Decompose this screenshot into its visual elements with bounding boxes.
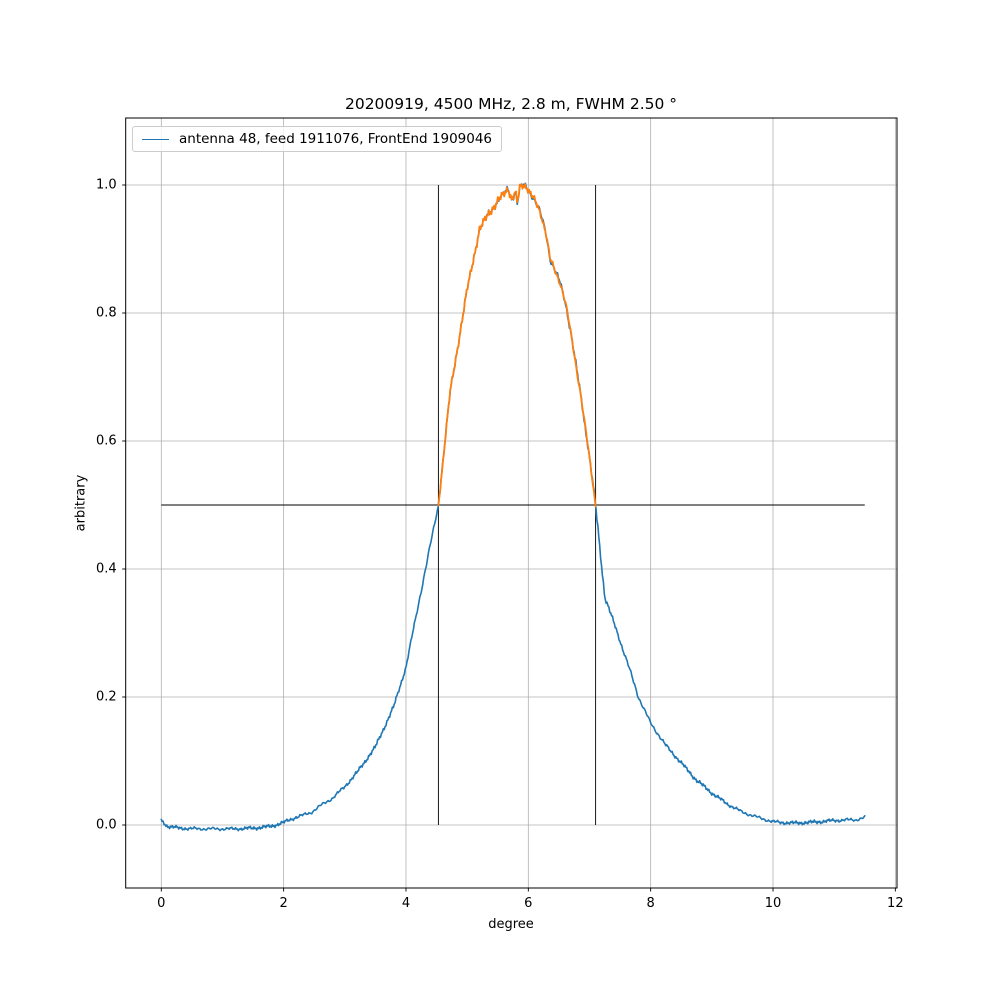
y-tick-label: 1.0 bbox=[96, 177, 117, 193]
x-tick-label: 2 bbox=[279, 896, 288, 911]
y-tick-label: 0.0 bbox=[96, 817, 117, 833]
x-tick-label: 4 bbox=[401, 896, 411, 911]
legend-line-sample bbox=[142, 138, 169, 140]
x-tick-label: 8 bbox=[646, 896, 655, 911]
axes-frame bbox=[125, 117, 898, 889]
beam-profile-above-half-power bbox=[437, 183, 597, 508]
y-tick-label: 0.6 bbox=[96, 433, 117, 449]
y-axis-label: arbitrary bbox=[73, 474, 89, 532]
x-tick-label: 6 bbox=[524, 896, 533, 911]
beam-profile-curve bbox=[160, 182, 866, 832]
x-tick-label: 12 bbox=[887, 896, 904, 911]
x-tick-label: 10 bbox=[764, 896, 782, 911]
x-tick-label: 0 bbox=[157, 896, 166, 911]
y-tick-label: 0.2 bbox=[96, 689, 117, 705]
legend-label: antenna 48, feed 1911076, FrontEnd 19090… bbox=[179, 131, 493, 147]
y-tick-label: 0.4 bbox=[96, 561, 117, 577]
y-tick-label: 0.8 bbox=[96, 305, 117, 321]
chart-title: 20200919, 4500 MHz, 2.8 m, FWHM 2.50 ° bbox=[344, 95, 678, 113]
x-axis-label: degree bbox=[488, 917, 534, 932]
legend: antenna 48, feed 1911076, FrontEnd 19090… bbox=[132, 126, 503, 152]
